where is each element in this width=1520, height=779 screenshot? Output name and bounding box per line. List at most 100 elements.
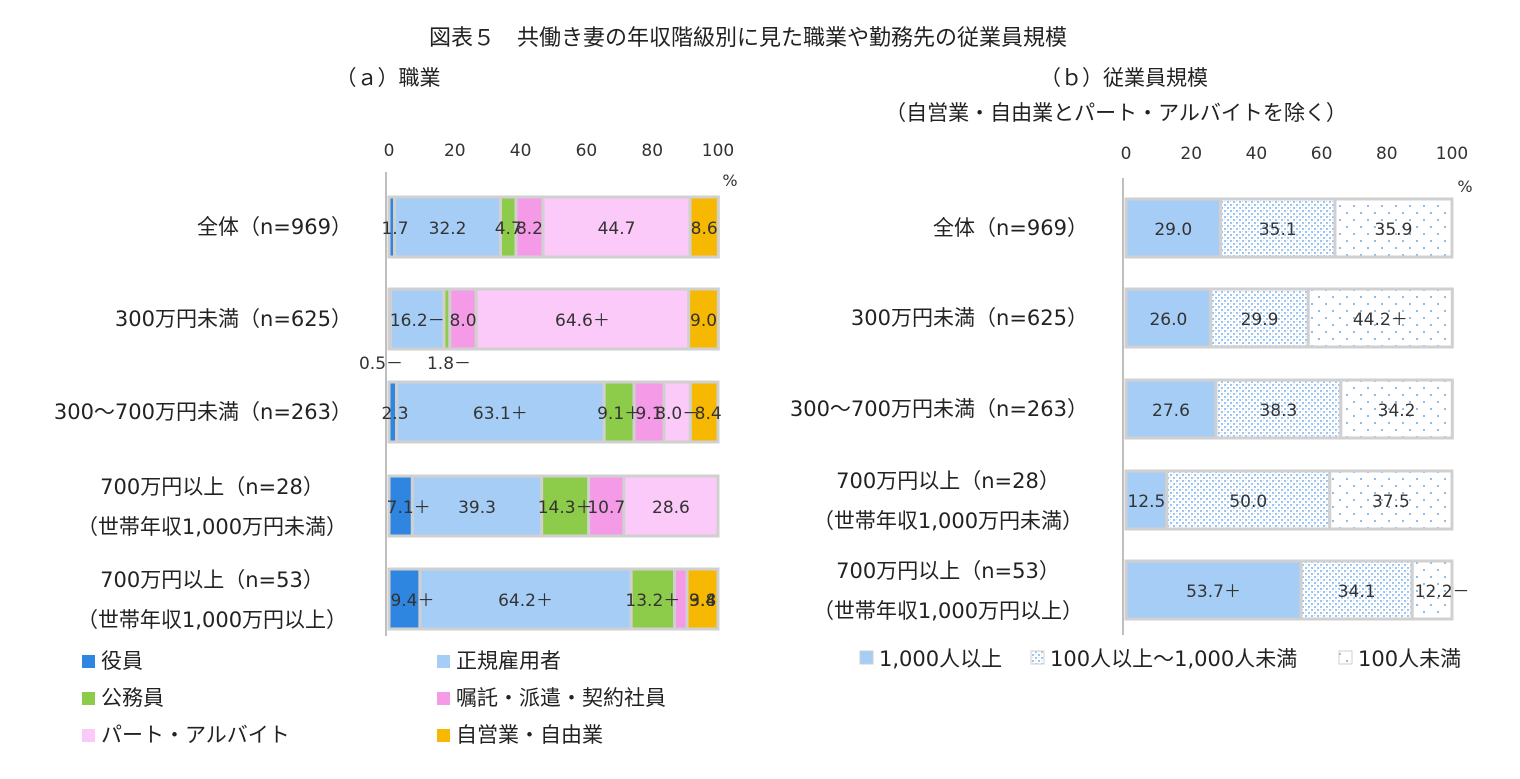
bar-segment	[685, 567, 720, 631]
data-label: 3.8	[689, 591, 716, 611]
x-tick-label: 80	[641, 141, 663, 161]
legend-label: 自営業・自由業	[456, 723, 603, 747]
legend-label: 1,000人以上	[879, 647, 1002, 671]
category-label: 300万円未満（n=625）	[115, 307, 352, 331]
data-label: 29.9	[1241, 310, 1279, 330]
legend-label: 100人以上～1,000人未満	[1050, 647, 1297, 671]
category-label: （世帯年収1,000万円未満）	[813, 509, 1083, 533]
x-tick-label: 60	[1311, 144, 1333, 164]
data-label: 9.4	[689, 591, 716, 611]
legend-swatch	[859, 650, 874, 665]
bar-segment	[1328, 469, 1454, 531]
data-label: 64.2＋	[498, 591, 553, 611]
x-tick-label: 40	[510, 141, 532, 161]
bar-segment	[1410, 559, 1454, 621]
x-tick-label: 100	[1436, 144, 1468, 164]
legend-swatch	[437, 655, 450, 668]
data-label: 50.0	[1229, 492, 1267, 512]
data-label: 1.8－	[427, 354, 471, 374]
x-tick-label: 40	[1246, 144, 1268, 164]
category-label: 700万円以上（n=28）	[100, 475, 324, 499]
category-label: （世帯年収1,000万円以上）	[813, 599, 1083, 623]
unit-label: %	[722, 171, 737, 190]
category-label: 700万円以上（n=28）	[836, 469, 1060, 493]
category-label: 300～700万円未満（n=263）	[54, 400, 352, 424]
data-label: 7.1＋	[387, 498, 431, 518]
bar-segment	[541, 195, 692, 259]
data-label: 0.5－	[359, 354, 403, 374]
data-label: 10.7	[587, 498, 625, 518]
data-label: 28.6	[652, 498, 690, 518]
legend-label: 役員	[101, 649, 143, 673]
bar-segment	[688, 380, 720, 444]
data-label: 63.1＋	[473, 404, 528, 424]
data-label: 44.7	[598, 219, 636, 239]
data-label: 34.1	[1338, 582, 1376, 602]
x-tick-label: 80	[1376, 144, 1398, 164]
x-tick-label: 100	[702, 141, 734, 161]
category-label: 300～700万円未満（n=263）	[790, 397, 1088, 421]
legend-label: 嘱託・派遣・契約社員	[456, 686, 666, 710]
data-label: 12.5	[1127, 492, 1165, 512]
data-label: 16.2－	[390, 311, 445, 331]
legend-swatch	[82, 692, 95, 705]
legend-swatch	[82, 729, 95, 742]
data-label: 39.3	[458, 498, 496, 518]
data-label: 29.0	[1154, 220, 1192, 240]
category-label: （世帯年収1,000万円未満）	[77, 515, 347, 539]
data-label: 9.1	[636, 404, 663, 424]
x-tick-label: 20	[1180, 144, 1202, 164]
data-label: 27.6	[1152, 401, 1190, 421]
bar-segment	[629, 567, 677, 631]
bar-segment	[1339, 378, 1454, 440]
data-label: 9.1＋	[597, 404, 641, 424]
data-label: 8.2	[516, 219, 543, 239]
data-label: 37.5	[1372, 492, 1410, 512]
legend-swatch	[82, 655, 95, 668]
data-label: 32.2	[429, 219, 467, 239]
bar-segment	[448, 287, 478, 351]
data-label: 9.0	[690, 311, 717, 331]
figure-title: 図表５ 共働き妻の年収階級別に見た職業や勤務先の従業員規模	[429, 26, 1067, 51]
x-tick-label: 20	[444, 141, 466, 161]
data-label: 1.7	[381, 219, 408, 239]
bar-segment	[687, 287, 720, 351]
category-label: 300万円未満（n=625）	[851, 306, 1088, 330]
panel-b-title: （ｂ）従業員規模	[1040, 66, 1208, 90]
panel-a-title: （ａ）職業	[336, 66, 441, 90]
bar-segment	[395, 380, 606, 444]
category-label: （世帯年収1,000万円以上）	[77, 608, 347, 632]
bar-segment	[1165, 469, 1332, 531]
category-label: 全体（n=969）	[933, 216, 1088, 240]
data-label: 8.0	[450, 311, 477, 331]
bar-segment	[389, 287, 446, 351]
data-label: 13.2＋	[625, 591, 680, 611]
bar-segment	[1124, 287, 1213, 349]
bar-segment	[1299, 559, 1414, 621]
legend-label: パート・アルバイト	[101, 723, 290, 747]
data-label: 64.6＋	[555, 311, 610, 331]
data-label: 9.4＋	[390, 591, 434, 611]
data-label: 4.7	[495, 219, 522, 239]
bar-segment	[688, 195, 720, 259]
data-label: 8.4	[695, 404, 722, 424]
bar-segment	[410, 474, 544, 538]
unit-label: %	[1457, 177, 1472, 196]
bar-segment	[1214, 378, 1343, 440]
bar-segment	[1333, 197, 1454, 259]
bar-segment	[1306, 287, 1454, 349]
category-label: 700万円以上（n=53）	[836, 559, 1060, 583]
data-label: 8.6	[691, 219, 718, 239]
data-label: 12.2－	[1415, 582, 1470, 602]
bar-segment	[1219, 197, 1337, 259]
data-label: 38.3	[1259, 401, 1297, 421]
legend-label: 公務員	[101, 686, 164, 710]
data-label: 44.2＋	[1353, 310, 1408, 330]
x-tick-label: 0	[1121, 144, 1132, 164]
data-label: 34.2	[1378, 401, 1416, 421]
bar-segment	[474, 287, 691, 351]
legend-swatch	[437, 729, 450, 742]
legend-swatch	[1030, 650, 1045, 665]
